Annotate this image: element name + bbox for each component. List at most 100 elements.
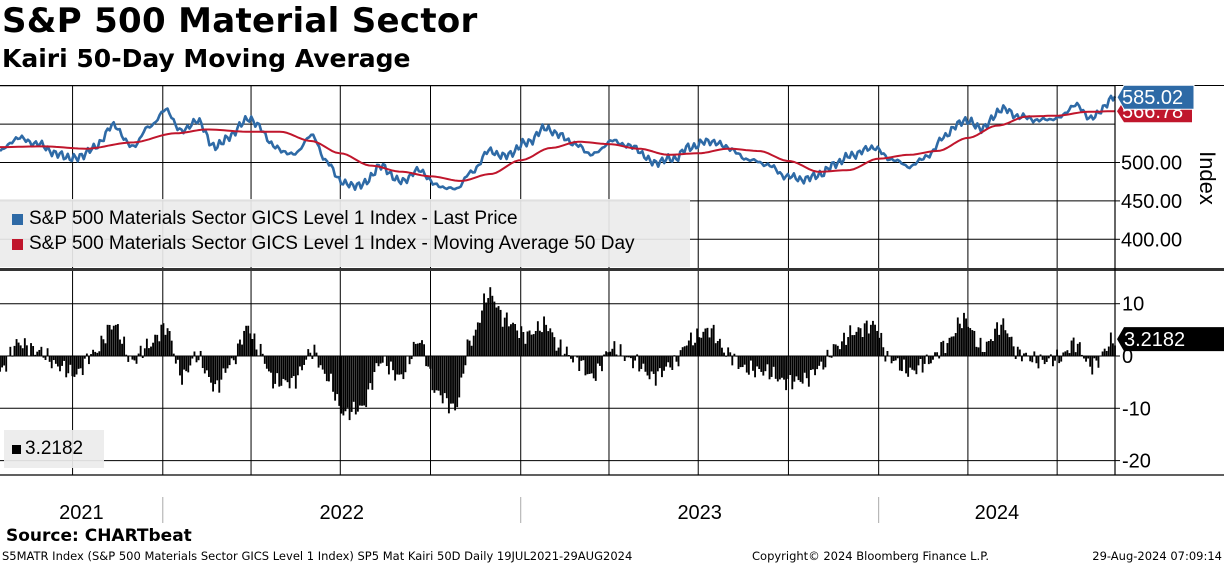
kairi-bar: [249, 333, 252, 356]
top-y-axis-title: Index: [1195, 151, 1220, 205]
kairi-bar: [572, 356, 574, 363]
kairi-bar: [340, 356, 343, 414]
kairi-bar: [450, 356, 452, 404]
kairi-bar: [559, 339, 562, 356]
kairi-bar: [770, 356, 773, 377]
kairi-bar: [876, 330, 879, 356]
kairi-bar: [1000, 324, 1003, 356]
kairi-bar: [1066, 350, 1069, 356]
kairi-bar: [832, 344, 835, 356]
kairi-bar: [834, 344, 837, 356]
kairi-bar: [952, 336, 955, 356]
kairi-bar: [402, 356, 405, 380]
kairi-bar: [543, 316, 545, 356]
kairi-bar: [884, 356, 887, 362]
kairi-bar: [1091, 356, 1094, 375]
kairi-bar: [108, 324, 111, 356]
kairi-bar: [1064, 351, 1067, 356]
kairi-bar: [785, 356, 788, 391]
kairi-bar: [210, 356, 212, 383]
kairi-bar: [212, 356, 214, 392]
kairi-bar: [547, 331, 550, 356]
kairi-bar: [586, 356, 589, 375]
kairi-bar: [205, 356, 208, 371]
kairi-bar: [903, 356, 905, 360]
kairi-bar: [241, 344, 243, 356]
kairi-bar: [845, 344, 848, 356]
kairi-bar: [106, 324, 109, 356]
kairi-bar: [623, 356, 626, 362]
kairi-bar: [456, 356, 459, 408]
kairi-bar: [286, 356, 289, 383]
kairi-bar: [588, 356, 591, 374]
kairi-bar: [385, 356, 388, 367]
kairi-bar: [940, 342, 943, 356]
kairi-bar: [553, 337, 556, 356]
kairi-bar: [894, 356, 897, 361]
kairi-bar: [21, 348, 24, 356]
kairi-bar: [1062, 352, 1065, 356]
kairi-bar: [1035, 356, 1038, 364]
kairi-bar: [706, 327, 709, 356]
kairi-bar: [474, 329, 477, 356]
kairi-bar: [96, 352, 99, 356]
kairi-bar: [729, 352, 732, 356]
kairi-bar: [712, 324, 715, 356]
footer-timestamp: 29-Aug-2024 07:09:14: [1092, 549, 1222, 563]
kairi-bar: [317, 356, 320, 368]
kairi-bar: [915, 356, 918, 375]
kairi-bar: [938, 356, 941, 359]
kairi-bar: [828, 356, 831, 358]
kairi-legend-swatch: [12, 444, 21, 454]
kairi-bar: [46, 348, 49, 356]
kairi-bar: [199, 350, 202, 356]
kairi-bar: [727, 347, 730, 356]
kairi-bar: [863, 323, 866, 356]
kairi-bar: [838, 349, 841, 356]
kairi-bar: [296, 356, 299, 376]
legend-price-label: S&P 500 Materials Sector GICS Level 1 In…: [29, 208, 518, 229]
kairi-bar: [470, 345, 473, 356]
kairi-bar: [3, 356, 6, 366]
kairi-bar: [909, 356, 912, 368]
kairi-bar: [187, 356, 190, 373]
kairi-bar: [375, 356, 378, 364]
kairi-bar: [346, 356, 349, 408]
kairi-bar: [582, 356, 585, 361]
kairi-bar: [619, 344, 622, 356]
kairi-bar: [1047, 356, 1050, 359]
kairi-bar: [485, 302, 488, 356]
kairi-bar: [663, 356, 665, 371]
kairi-bar: [994, 328, 996, 356]
kairi-bar: [710, 328, 713, 356]
kairi-bar: [361, 356, 363, 406]
kairi-bar: [510, 324, 512, 356]
kairi-bar: [462, 356, 465, 374]
kairi-bar: [607, 352, 610, 356]
legend-entry-price: S&P 500 Materials Sector GICS Level 1 In…: [12, 208, 518, 230]
kairi-bar: [528, 330, 531, 356]
bottom-y-tick-label: -10: [1122, 398, 1151, 420]
kairi-bar: [135, 356, 138, 364]
panel-frames: [0, 85, 1224, 476]
kairi-bar: [218, 356, 221, 393]
kairi-bar: [133, 356, 136, 361]
chart-title: S&P 500 Material Sector: [2, 1, 478, 41]
kairi-bar: [679, 350, 682, 356]
x-tick-label-year: 2024: [975, 502, 1020, 524]
kairi-bar: [545, 324, 548, 356]
kairi-bar: [344, 356, 347, 412]
kairi-bar: [433, 356, 436, 393]
kairi-bar: [534, 330, 537, 356]
kairi-bar: [1083, 356, 1085, 359]
kairi-bar: [311, 356, 314, 359]
kairi-bar: [869, 324, 872, 356]
kairi-bar: [752, 356, 754, 371]
kairi-bar: [110, 329, 113, 356]
kairi-bar: [603, 354, 605, 356]
kairi-bar: [419, 342, 421, 356]
kairi-bar: [989, 339, 992, 356]
kairi-bar: [501, 326, 504, 356]
kairi-bar: [809, 356, 812, 371]
kairi-bar: [1107, 346, 1110, 356]
